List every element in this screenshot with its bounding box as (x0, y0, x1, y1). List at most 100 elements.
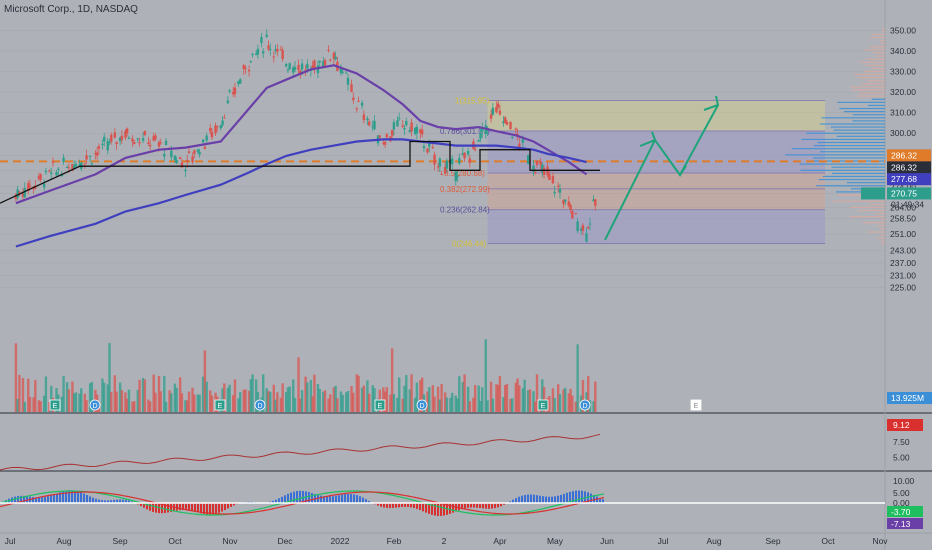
volume-bar (431, 385, 434, 412)
candle-body (334, 56, 337, 60)
price-tick-label: 231.00 (890, 270, 916, 280)
candle-body (103, 136, 106, 142)
volume-bar (276, 392, 279, 412)
histogram-bar (584, 491, 586, 503)
candle-body (396, 120, 399, 127)
volume-bar (504, 384, 507, 412)
histogram-bar (581, 490, 583, 503)
volume-bar (481, 387, 484, 412)
volume-bar (18, 374, 21, 412)
volume-profile-bar (849, 206, 885, 208)
fib-label: 1(315.95) (455, 96, 490, 105)
candle-body (491, 107, 495, 115)
candle-body (28, 185, 32, 187)
volume-bar (486, 400, 489, 412)
volume-bar (115, 391, 118, 412)
candle-body (569, 204, 572, 210)
candle-body (385, 134, 389, 138)
volume-bar (118, 382, 122, 412)
histogram-bar (209, 503, 211, 515)
volume-bar (346, 390, 350, 412)
candle-body (279, 49, 283, 51)
candle-body (496, 103, 500, 108)
volume-bar (37, 400, 41, 412)
volume-bar (239, 392, 242, 412)
volume-bar (196, 394, 200, 412)
volume-bar (279, 397, 283, 412)
volume-profile-bar (846, 182, 885, 184)
histogram-bar (389, 503, 391, 509)
histogram-bar (539, 495, 541, 503)
volume-bar (163, 375, 166, 412)
volume-bar (360, 387, 364, 412)
volume-bar (136, 389, 139, 412)
candle-body (184, 169, 187, 172)
volume-bar (433, 396, 436, 412)
histogram-bar (296, 491, 298, 503)
histogram-bar (386, 503, 388, 508)
volume-bar (443, 392, 447, 412)
volume-bar (106, 384, 109, 412)
volume-bar (170, 393, 173, 412)
indicator2-fast-line (0, 490, 605, 516)
candle-body (518, 143, 521, 149)
candle-body (244, 67, 247, 69)
histogram-bar (353, 494, 355, 503)
volume-bar (419, 380, 422, 412)
candle-body (147, 142, 150, 144)
volume-profile-bar (849, 86, 885, 88)
candle-body (106, 141, 109, 151)
volume-profile-bar (872, 52, 885, 54)
histogram-bar (323, 496, 325, 503)
volume-bar (191, 387, 194, 412)
volume-bar (562, 389, 565, 412)
candle-body (403, 127, 406, 130)
candle-body (108, 141, 111, 143)
volume-bar (50, 385, 53, 412)
histogram-bar (155, 503, 157, 513)
candle-body (180, 162, 184, 168)
arrow-head (703, 95, 720, 111)
candle-body (405, 120, 408, 126)
price-flag (887, 161, 931, 174)
candle-body (249, 61, 253, 63)
volume-bar (461, 382, 465, 412)
volume-bar (120, 390, 124, 412)
candle-body (175, 160, 178, 163)
volume-profile-bar (831, 166, 885, 168)
volume-bar (103, 382, 106, 412)
candle-body (579, 228, 583, 231)
histogram-bar (503, 503, 505, 505)
histogram-bar (380, 503, 382, 507)
volume-bar (201, 376, 205, 412)
volume-profile-bar (881, 240, 885, 242)
indicator2-flag (887, 518, 923, 529)
candle-body (159, 142, 162, 144)
volume-bar (138, 379, 141, 412)
volume-bar (313, 374, 316, 412)
candle-body (323, 60, 327, 66)
candle-body (231, 92, 235, 95)
volume-bar (27, 378, 30, 412)
volume-bar (184, 400, 187, 412)
volume-profile-bar (853, 73, 885, 76)
candle-body (78, 164, 81, 166)
volume-bar (62, 375, 65, 412)
volume-bar (405, 375, 408, 412)
candle-body (272, 56, 276, 58)
fib-label: 0.5(280.68) (444, 169, 485, 178)
event-marker-label: D (257, 403, 262, 410)
histogram-bar (578, 490, 580, 503)
histogram-bar (557, 495, 559, 503)
histogram-bar (287, 493, 289, 503)
candle-body (408, 130, 412, 132)
histogram-bar (17, 496, 19, 503)
histogram-bar (227, 503, 229, 509)
fib-label: 0.786(301.07) (440, 127, 490, 136)
candle-body (410, 122, 413, 132)
volume-flag (887, 392, 932, 404)
volume-bar (173, 383, 177, 412)
volume-bar (410, 374, 413, 412)
